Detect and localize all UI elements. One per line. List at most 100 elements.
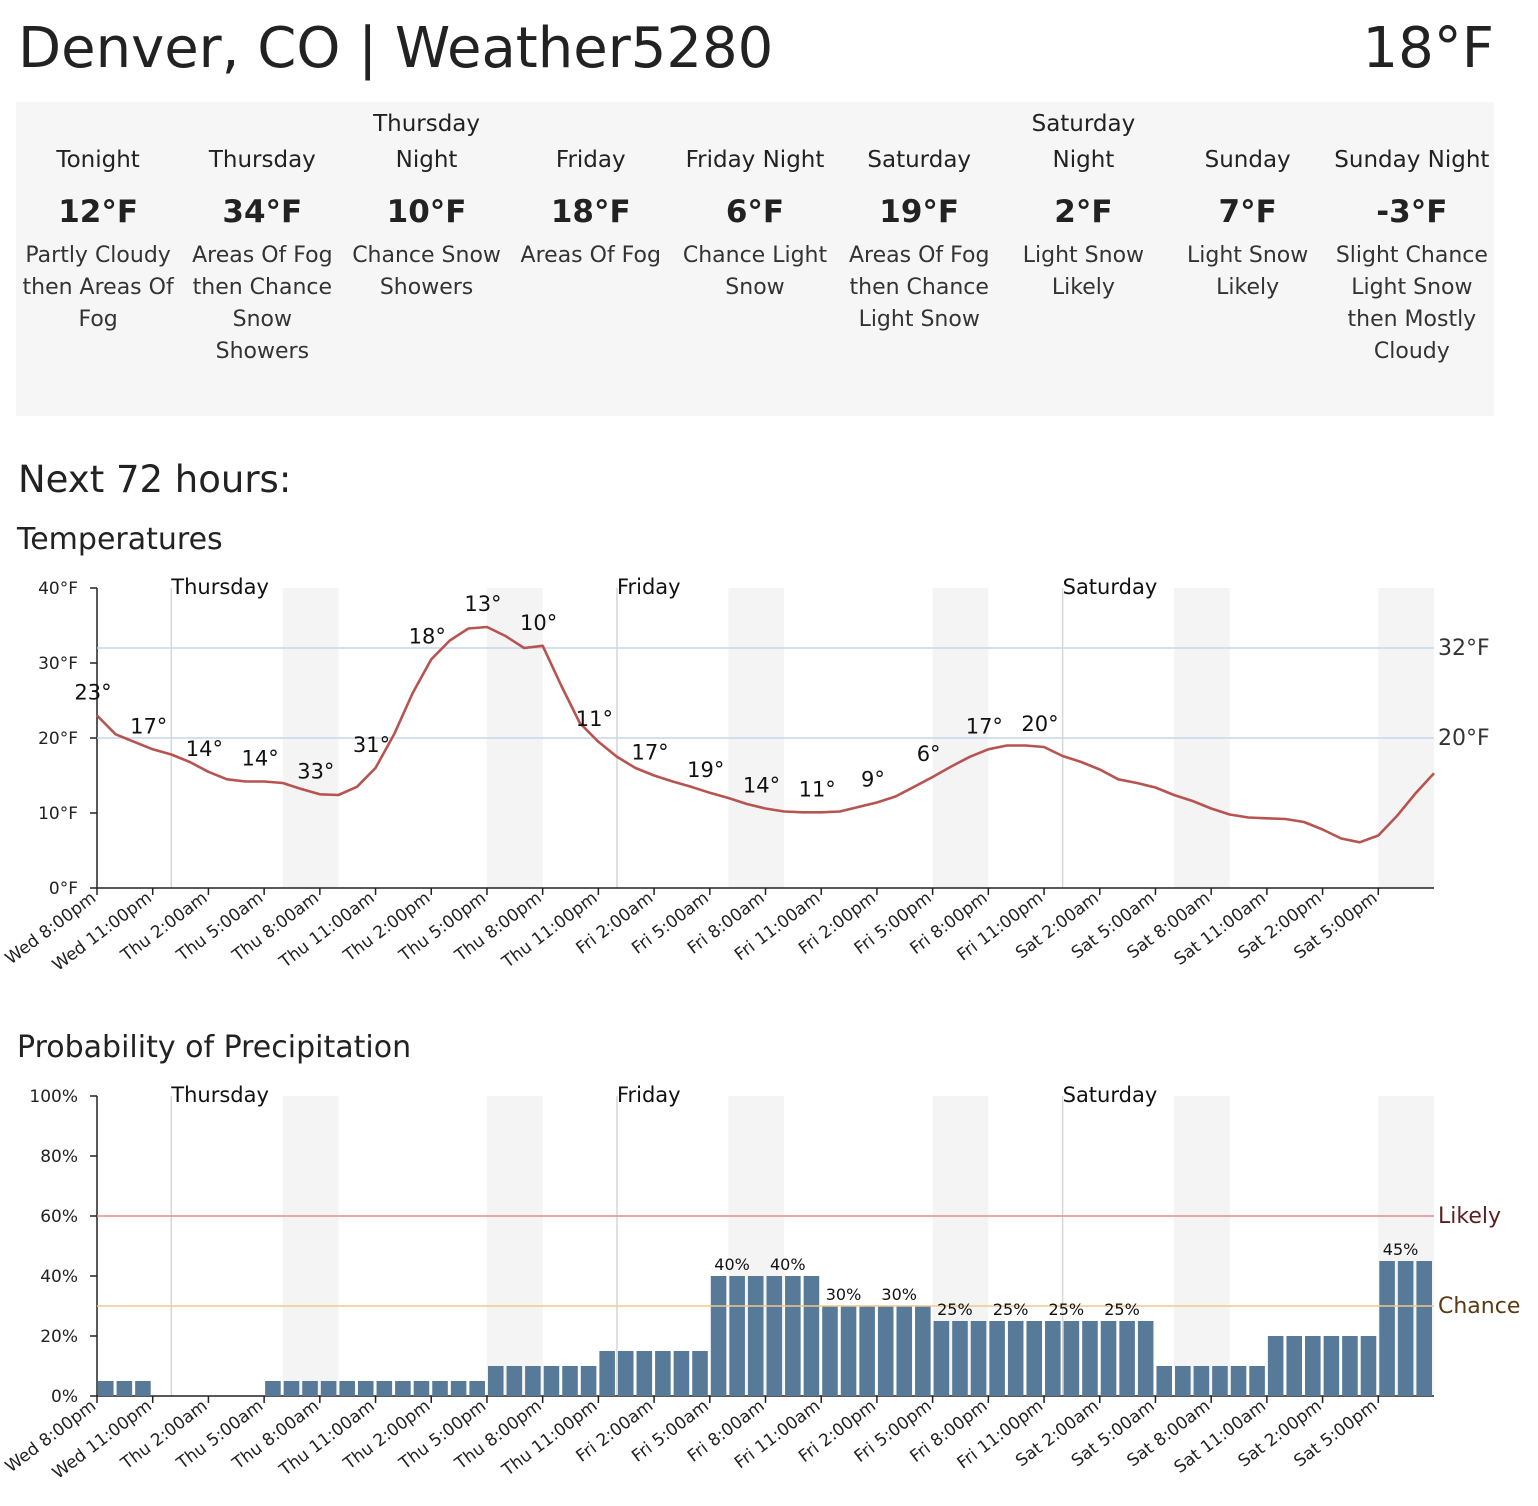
forecast-period-name: Friday Night [685,147,825,173]
precip-bar [636,1351,653,1396]
precip-bar [432,1381,448,1396]
reference-line-label: 32°F [1438,636,1490,661]
temperature-point-label: 13° [464,592,501,616]
precip-bar [1286,1336,1303,1396]
precip-bar [655,1351,671,1396]
precip-bar [599,1351,615,1396]
temperature-point-label: 23° [74,681,111,705]
forecast-period-name: Thursday [208,147,316,173]
forecast-period-name: Thursday Night [373,111,481,173]
precip-bar [376,1381,393,1396]
precip-bar [989,1321,1005,1396]
forecast-period-temp: 18°F [550,194,631,230]
precip-bar [1212,1366,1228,1396]
precip-bar [283,1381,300,1396]
precip-bar [1342,1336,1358,1396]
temperature-point-label: 20° [1021,712,1058,736]
x-tick-label: Thu 11:00am [275,1396,378,1481]
precip-bar-label: 25% [1104,1300,1140,1319]
forecast-period-temp: 19°F [879,194,960,230]
precip-bar [265,1381,281,1396]
page-header: Denver, CO | Weather5280 18°F [18,14,1494,84]
precip-bar [970,1321,987,1396]
temperature-point-label: 18° [409,624,446,648]
forecast-period-temp: 12°F [58,194,139,230]
forecast-period-desc: Slight Chance Light Snow then Mostly Clo… [1335,243,1488,364]
forecast-period-name: Friday [555,147,626,173]
precip-bar [1193,1366,1210,1396]
temperature-point-label: 17° [130,714,167,738]
forecast-period-desc: Chance Light Snow [682,243,828,300]
precip-bar [803,1276,820,1396]
current-temperature: 18°F [1362,16,1494,81]
precipitation-chart: Thursday Friday Saturday 0% 20% 40% 60% 80% 100%… [2,1083,1521,1483]
forecast-panel: Tonight 12°F Partly Cloudy then Areas Of F… [16,102,1494,416]
precip-bar-label: 25% [937,1300,973,1319]
forecast-period: Saturday Night 2°F Light Snow Likely [1001,102,1165,416]
forecast-period-temp: 2°F [1054,194,1113,230]
precip-bar-label: 45% [1383,1240,1419,1259]
x-tick-label: Wed 11:00pm [49,888,156,975]
x-tick-label: Thu 11:00am [275,888,378,973]
precip-bar-label: 25% [993,1300,1029,1319]
precip-bar-label: 25% [1049,1300,1085,1319]
forecast-period: Tonight 12°F Partly Cloudy then Areas Of F… [16,102,180,416]
precip-bar [933,1321,950,1396]
forecast-period-desc: Chance Snow Showers [352,243,501,300]
x-tick-label: Thu 11:00pm [498,1396,602,1481]
precipitation-chart-title: Probability of Precipitation [17,1030,412,1065]
precip-bar [395,1381,411,1396]
precip-bar [840,1306,857,1396]
precip-bar [1100,1321,1117,1396]
precip-bar [1416,1261,1432,1396]
precip-bar [1045,1321,1061,1396]
precip-bar-label: 30% [826,1285,862,1304]
precip-bar [116,1381,133,1396]
precip-bar [357,1381,374,1396]
forecast-period-desc: Areas Of Fog then Chance Snow Showers [192,243,333,364]
forecast-period-name: Sunday [1204,147,1291,173]
y-tick-label: 100% [29,1087,78,1107]
forecast-period-temp: 34°F [222,194,303,230]
shade-band [1174,1096,1230,1396]
precip-bar [822,1306,838,1396]
y-tick-label: 40% [40,1267,78,1287]
precip-bar [710,1276,727,1396]
temperature-point-label: 10° [520,611,557,635]
y-tick-label: 40°F [38,579,78,599]
reference-line-label: 20°F [1438,726,1490,751]
forecast-period-desc: Light Snow Likely [1187,243,1309,300]
precip-bar [1249,1366,1265,1396]
y-tick-label: 20°F [38,729,78,749]
precip-bar [450,1381,467,1396]
y-tick-label: 10°F [38,804,78,824]
temperature-chart: Thursday Friday Saturday 0°F 10°F 20°F 30°F 40°… [2,575,1490,975]
x-tick-label: Wed 11:00pm [49,1396,156,1483]
temperature-point-label: 11° [576,707,613,731]
precip-bar [896,1306,913,1396]
forecast-period-desc: Partly Cloudy then Areas Of Fog [22,243,174,332]
reference-line-label: Chance [1438,1294,1520,1319]
y-tick-label: 0°F [49,879,78,899]
temperature-point-label: 17° [966,714,1003,738]
day-label: Saturday [1063,1083,1158,1107]
precip-bar [729,1276,745,1396]
precip-bar [1230,1366,1247,1396]
forecast-period: Friday Night 6°F Chance Light Snow [673,102,837,416]
temperature-point-label: 14° [242,747,279,771]
forecast-period: Thursday Night 10°F Chance Snow Showers [344,102,508,416]
shade-band [282,1096,339,1396]
precip-bar [915,1306,931,1396]
temperature-point-label: 14° [743,774,780,798]
section-title: Next 72 hours: [18,458,292,501]
y-tick-label: 80% [40,1147,78,1167]
precip-bar [1323,1336,1340,1396]
precip-bar [859,1306,875,1396]
temperature-point-label: 31° [353,733,390,757]
precip-bar [302,1381,318,1396]
temperature-point-label: 33° [297,759,334,783]
precip-bar [673,1351,690,1396]
y-tick-label: 60% [40,1207,78,1227]
precip-bar [1267,1336,1284,1396]
temperature-point-label: 17° [631,741,668,765]
